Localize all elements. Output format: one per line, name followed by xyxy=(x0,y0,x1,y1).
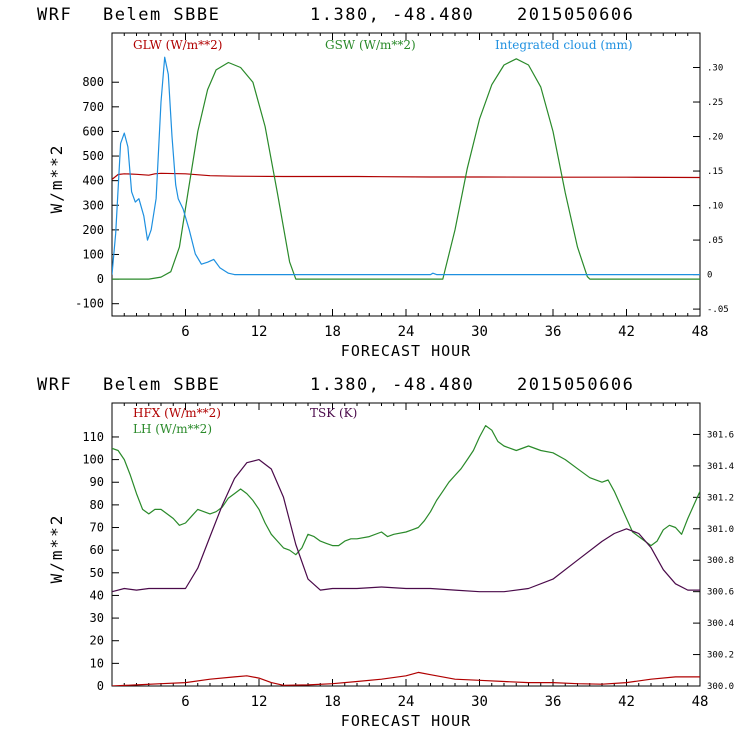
y-tick-label: 90 xyxy=(90,475,104,489)
y2-tick-label: 301.2 xyxy=(707,493,734,503)
y-tick-label: 800 xyxy=(82,75,104,89)
x-tick-label: 30 xyxy=(471,694,488,710)
legend-cloud: Integrated cloud (mm) xyxy=(495,38,633,52)
x-tick-label: 48 xyxy=(692,324,709,340)
y2-tick-label: 0 xyxy=(707,271,712,281)
x-tick-label: 12 xyxy=(251,694,268,710)
plot-frame xyxy=(111,402,701,687)
x-axis-label: FORECAST HOUR xyxy=(341,712,471,730)
y2-tick-label: 301.0 xyxy=(707,525,734,535)
y2-tick-label: .15 xyxy=(707,167,723,177)
x-tick-label: 18 xyxy=(324,324,341,340)
y-tick-label: 100 xyxy=(82,453,104,467)
y2-tick-label: .20 xyxy=(707,133,723,143)
y-tick-label: 10 xyxy=(90,656,104,670)
y2-tick-label: 300.6 xyxy=(707,588,734,598)
x-tick-label: 24 xyxy=(398,694,415,710)
x-tick-label: 36 xyxy=(545,324,562,340)
legend-lh: LH (W/m**2) xyxy=(133,422,212,436)
y-tick-label: 100 xyxy=(82,247,104,261)
y2-tick-label: 300.0 xyxy=(707,682,734,692)
header-model: WRF xyxy=(37,375,72,395)
x-tick-label: 24 xyxy=(398,324,415,340)
series-line-tsk xyxy=(112,459,700,593)
series-line-lh xyxy=(112,425,700,556)
y-tick-label: 20 xyxy=(90,634,104,648)
header-model: WRF xyxy=(37,5,72,25)
y2-tick-label: 300.8 xyxy=(707,556,734,566)
series-line-glw xyxy=(112,172,700,180)
x-tick-label: 6 xyxy=(181,324,189,340)
series-line-hfx xyxy=(112,671,700,686)
header-station: Belem SBBE xyxy=(103,375,220,395)
y-tick-label: 40 xyxy=(90,588,104,602)
y2-tick-label: .25 xyxy=(707,98,723,108)
y-tick-label: 70 xyxy=(90,521,104,535)
y-tick-label: 80 xyxy=(90,498,104,512)
y-axis-label: W/m**2 xyxy=(47,144,66,214)
x-tick-label: 18 xyxy=(324,694,341,710)
header-coords: 1.380, -48.480 xyxy=(310,5,474,25)
y-tick-label: 400 xyxy=(82,174,104,188)
y2-tick-label: 301.6 xyxy=(707,430,734,440)
header-station: Belem SBBE xyxy=(103,5,220,25)
y-tick-label: 50 xyxy=(90,566,104,580)
y-tick-label: 700 xyxy=(82,100,104,114)
legend-gsw: GSW (W/m**2) xyxy=(325,38,416,52)
x-tick-label: 48 xyxy=(692,694,709,710)
y-tick-label: -100 xyxy=(75,297,104,311)
legend-tsk: TSK (K) xyxy=(310,406,357,420)
y-tick-label: 110 xyxy=(82,430,104,444)
y2-tick-label: .05 xyxy=(707,236,723,246)
header-coords: 1.380, -48.480 xyxy=(310,375,474,395)
x-tick-label: 6 xyxy=(181,694,189,710)
x-tick-label: 30 xyxy=(471,324,488,340)
x-tick-label: 42 xyxy=(618,324,635,340)
legend-glw: GLW (W/m**2) xyxy=(133,38,222,52)
y2-tick-label: 301.4 xyxy=(707,462,734,472)
y-tick-label: 500 xyxy=(82,149,104,163)
y2-tick-label: .10 xyxy=(707,202,723,212)
series-line-cloud xyxy=(112,56,700,276)
y-tick-label: 60 xyxy=(90,543,104,557)
y-tick-label: 30 xyxy=(90,611,104,625)
y2-tick-label: 300.2 xyxy=(707,651,734,661)
chart-panel-1: WRF Belem SBBE 1.380, -48.480 2015050606 6 12… xyxy=(37,5,729,360)
y-tick-label: 0 xyxy=(97,679,104,693)
y-tick-label: 200 xyxy=(82,223,104,237)
y-tick-label: 300 xyxy=(82,198,104,212)
header-run: 2015050606 xyxy=(517,5,634,25)
header-run: 2015050606 xyxy=(517,375,634,395)
chart-panel-2: WRF Belem SBBE 1.380, -48.480 2015050606 6 12… xyxy=(37,375,734,730)
x-tick-label: 12 xyxy=(251,324,268,340)
y2-tick-label: -.05 xyxy=(707,305,729,315)
legend-hfx: HFX (W/m**2) xyxy=(133,406,221,420)
y-tick-label: 600 xyxy=(82,124,104,138)
y-axis-label: W/m**2 xyxy=(47,514,66,584)
x-tick-label: 42 xyxy=(618,694,635,710)
y-tick-label: 0 xyxy=(97,272,104,286)
x-axis-label: FORECAST HOUR xyxy=(341,342,471,360)
y2-tick-label: .30 xyxy=(707,64,723,74)
x-tick-label: 36 xyxy=(545,694,562,710)
y2-tick-label: 300.4 xyxy=(707,619,734,629)
series-line-gsw xyxy=(112,58,700,280)
